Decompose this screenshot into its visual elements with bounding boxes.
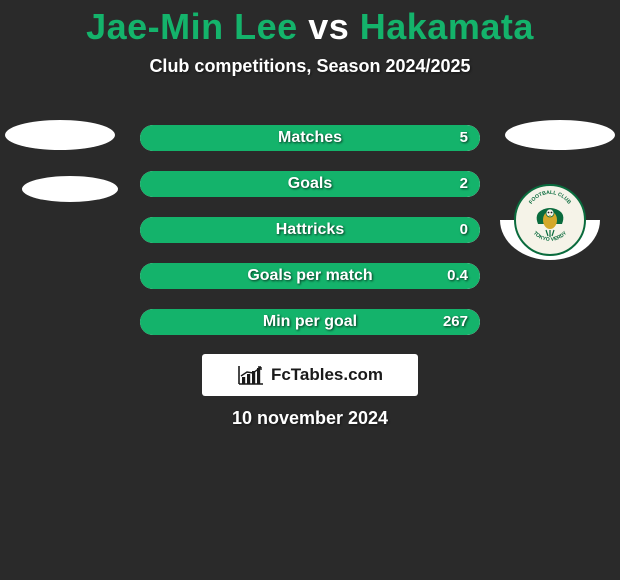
page-title: Jae-Min Lee vs Hakamata bbox=[0, 0, 620, 48]
stat-row-min-per-goal: Min per goal 267 bbox=[140, 309, 480, 335]
stat-label: Goals bbox=[140, 171, 480, 197]
title-player2: Hakamata bbox=[360, 6, 534, 47]
subtitle: Club competitions, Season 2024/2025 bbox=[0, 56, 620, 77]
club-badge: FOOTBALL CLUB TOKYO VERDY bbox=[500, 180, 600, 260]
stat-value: 5 bbox=[460, 125, 468, 151]
svg-text:FOOTBALL CLUB: FOOTBALL CLUB bbox=[528, 190, 572, 206]
stat-label: Matches bbox=[140, 125, 480, 151]
stat-row-goals-per-match: Goals per match 0.4 bbox=[140, 263, 480, 289]
stat-row-hattricks: Hattricks 0 bbox=[140, 217, 480, 243]
club-bird-icon bbox=[537, 208, 564, 237]
title-vs: vs bbox=[308, 6, 349, 47]
stat-value: 267 bbox=[443, 309, 468, 335]
brand-box[interactable]: FcTables.com bbox=[202, 354, 418, 396]
badge-text-top: FOOTBALL CLUB bbox=[528, 190, 572, 206]
decor-ellipse-right bbox=[505, 120, 615, 150]
title-player1: Jae-Min Lee bbox=[86, 6, 298, 47]
brand-chart-icon bbox=[237, 364, 265, 386]
stat-label: Goals per match bbox=[140, 263, 480, 289]
stat-label: Min per goal bbox=[140, 309, 480, 335]
stat-value: 0 bbox=[460, 217, 468, 243]
club-badge-inner: FOOTBALL CLUB TOKYO VERDY bbox=[514, 184, 586, 256]
brand-name: FcTables.com bbox=[271, 365, 383, 385]
decor-ellipse-left-2 bbox=[22, 176, 118, 202]
stat-row-goals: Goals 2 bbox=[140, 171, 480, 197]
date-line: 10 november 2024 bbox=[0, 408, 620, 429]
stats-panel: Matches 5 Goals 2 Hattricks 0 Goals per … bbox=[140, 125, 480, 355]
stat-value: 0.4 bbox=[447, 263, 468, 289]
stat-value: 2 bbox=[460, 171, 468, 197]
stat-label: Hattricks bbox=[140, 217, 480, 243]
stat-row-matches: Matches 5 bbox=[140, 125, 480, 151]
decor-ellipse-left-1 bbox=[5, 120, 115, 150]
club-crest-icon: FOOTBALL CLUB TOKYO VERDY bbox=[520, 190, 580, 250]
